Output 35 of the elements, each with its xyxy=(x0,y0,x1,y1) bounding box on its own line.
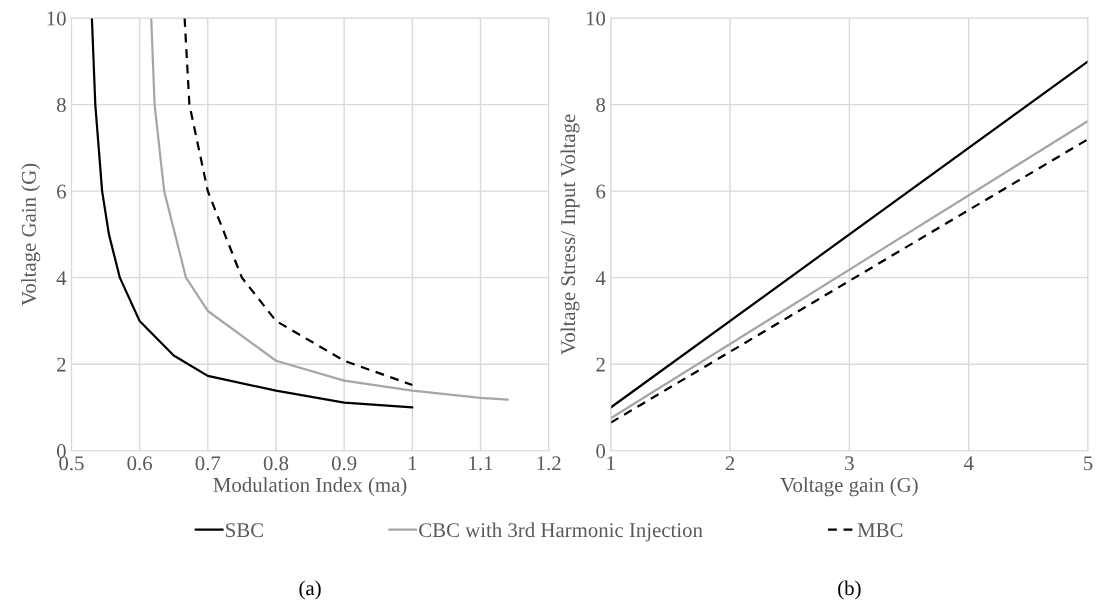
x-tick-label: 0.8 xyxy=(263,456,289,471)
y-axis-title: Voltage Gain (G) xyxy=(21,163,41,306)
y-tick-label: 10 xyxy=(47,11,66,26)
y-tick-label: 2 xyxy=(57,357,66,372)
x-axis-title: Modulation Index (ma) xyxy=(213,477,407,497)
x-tick-label: 2 xyxy=(725,456,735,471)
line-series xyxy=(90,18,414,409)
text: (a) xyxy=(299,580,321,600)
x-tick-label: 3 xyxy=(845,456,854,471)
x-tick-label: 0.6 xyxy=(127,456,153,471)
y-tick-label: 8 xyxy=(56,97,66,113)
y-tick-label: 4 xyxy=(56,271,67,285)
x-tick-label: 1.1 xyxy=(469,456,493,471)
y-tick-label: 10 xyxy=(586,11,606,26)
y-tick-label: 4 xyxy=(595,271,606,285)
y-tick-label: 8 xyxy=(596,97,606,113)
x-tick-label: 1 xyxy=(607,456,615,471)
text: (b) xyxy=(838,580,861,600)
x-tick-label: 1.2 xyxy=(537,456,561,471)
y-tick-label: 6 xyxy=(57,184,66,199)
y-tick-label: 6 xyxy=(596,184,606,199)
y-tick-label: 2 xyxy=(596,357,605,372)
x-tick-label: 4 xyxy=(963,456,974,471)
x-tick-label: 0.9 xyxy=(331,456,357,471)
line-series xyxy=(150,18,509,401)
y-axis-title: Voltage Stress/ Input Voltage xyxy=(560,114,580,355)
x-axis-title: Voltage gain (G) xyxy=(780,477,918,497)
legend-label: SBC xyxy=(226,523,263,538)
line-series xyxy=(183,18,414,387)
y-tick-label: 0 xyxy=(596,444,606,459)
x-tick-label: 1 xyxy=(408,456,417,471)
x-tick-label: 5 xyxy=(1084,456,1093,471)
x-tick-label: 0.7 xyxy=(195,456,221,471)
legend-label: CBC with 3rd Harmonic Injection xyxy=(419,522,703,542)
legend-label: MBC xyxy=(857,523,903,538)
